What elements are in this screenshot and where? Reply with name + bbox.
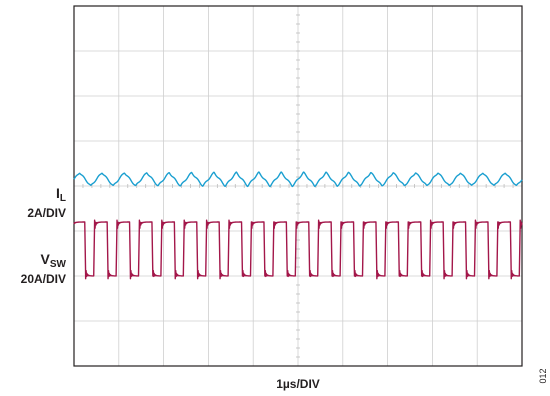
trace-il <box>73 171 523 188</box>
channel-label-il: IL 2A/DIV <box>27 186 66 221</box>
vsw-scale: 20A/DIV <box>20 272 66 286</box>
x-axis-label: 1µs/DIV <box>276 377 320 391</box>
il-scale: 2A/DIV <box>27 206 66 220</box>
plot-frame <box>73 5 523 367</box>
center-axis-ticks <box>82 14 514 358</box>
il-subscript: L <box>59 193 66 204</box>
trace-vsw <box>73 219 523 280</box>
vsw-subscript: SW <box>49 259 66 270</box>
vsw-name: V <box>40 251 50 267</box>
channel-label-vsw: VSW 20A/DIV <box>21 252 66 287</box>
figure-id: 012 <box>538 368 548 383</box>
il-name: I <box>56 185 60 201</box>
